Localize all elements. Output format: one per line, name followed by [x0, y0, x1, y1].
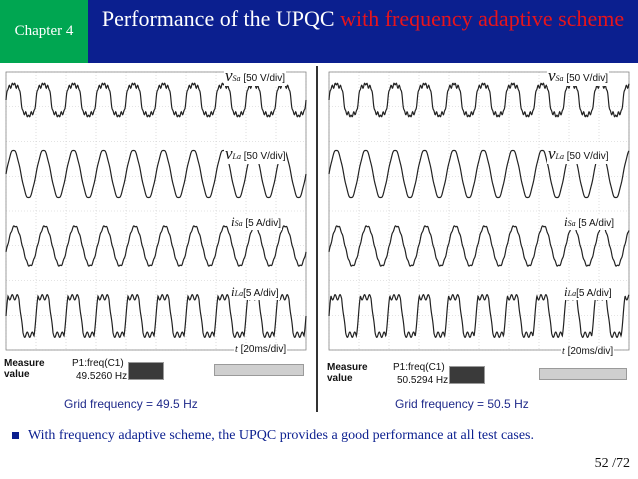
chapter-label: Chapter 4	[0, 0, 88, 63]
oscilloscope-traces-right	[328, 71, 630, 351]
scope-frame	[328, 71, 630, 351]
page-number: 52 /72	[594, 456, 630, 471]
oscilloscope-panel-left: vSa [50 V/div] vLa [50 V/div] iSa [5 A/d…	[2, 66, 308, 396]
freq-name-right: P1:freq(C1)	[393, 362, 445, 373]
label-isa-right: iSa [5 A/div]	[563, 214, 615, 230]
label-ila-left: iLa[5 A/div]	[230, 284, 280, 300]
measure-label-left: Measure	[4, 358, 45, 369]
label-vsa-right: vSa [50 V/div]	[547, 66, 610, 86]
measure-block-right: Measure value	[327, 362, 368, 384]
measure-label-right: Measure	[327, 362, 368, 373]
title-main: Performance of the UPQC	[101, 6, 341, 31]
label-vsa-left: vSa [50 V/div]	[224, 66, 287, 86]
scope-status-box-right	[449, 366, 485, 384]
bullet-square-icon	[12, 432, 19, 440]
freq-value-left: 49.5260 Hz	[76, 371, 128, 382]
value-label-left: value	[4, 369, 30, 380]
trace-vsa	[328, 82, 630, 118]
trace-vsa	[5, 82, 307, 118]
value-label-right: value	[327, 373, 353, 384]
scope-status-box-left	[128, 362, 164, 380]
scope-readout-box-left	[214, 364, 304, 376]
trace-vla	[328, 149, 630, 199]
caption-right: Grid frequency = 50.5 Hz	[395, 397, 529, 411]
oscilloscope-panel-right: vSa [50 V/div] vLa [50 V/div] iSa [5 A/d…	[325, 66, 631, 396]
trace-isa	[328, 225, 630, 267]
measure-block-left: Measure value	[4, 358, 45, 380]
trace-ila	[328, 293, 630, 339]
freq-name-left: P1:freq(C1)	[72, 358, 124, 369]
scope-frame	[5, 71, 307, 351]
summary-text: With frequency adaptive scheme, the UPQC…	[28, 428, 534, 443]
slide-title: Performance of the UPQC with frequency a…	[88, 0, 638, 63]
time-scale-right: t [20ms/div]	[561, 346, 615, 357]
scope-readout-box-right	[539, 368, 627, 380]
label-ila-right: iLa[5 A/div]	[563, 284, 613, 300]
panel-divider	[316, 66, 318, 412]
freq-value-right: 50.5294 Hz	[397, 375, 449, 386]
summary-bullet: With frequency adaptive scheme, the UPQC…	[12, 428, 534, 444]
label-isa-left: iSa [5 A/div]	[230, 214, 282, 230]
label-vla-right: vLa [50 V/div]	[547, 144, 610, 164]
caption-left: Grid frequency = 49.5 Hz	[64, 397, 198, 411]
label-vla-left: vLa [50 V/div]	[224, 144, 287, 164]
title-accent: with frequency adaptive scheme	[340, 6, 625, 31]
time-scale-left: t [20ms/div]	[234, 344, 288, 355]
